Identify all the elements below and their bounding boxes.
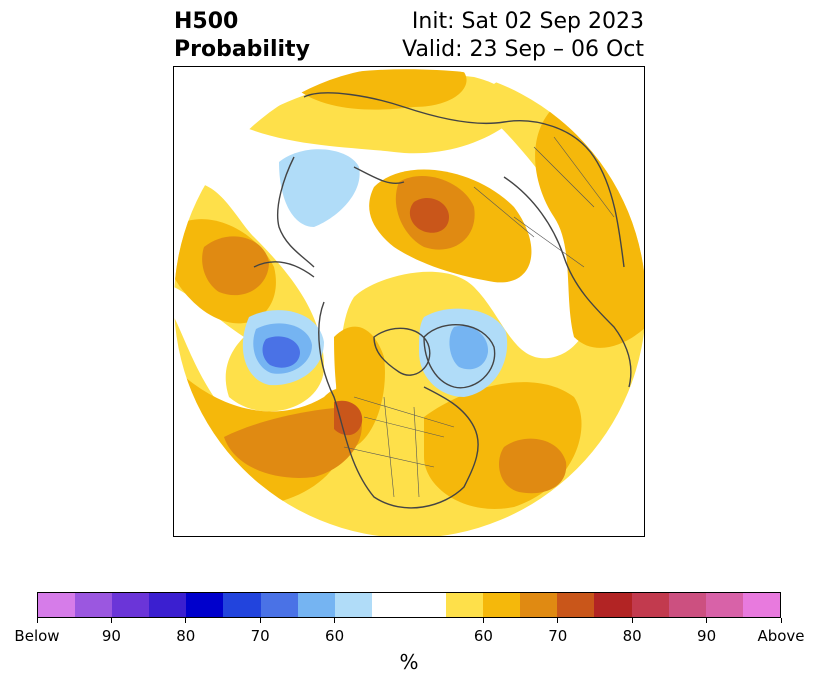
colorbar-tick-mark (334, 618, 336, 623)
above-65-region (294, 69, 467, 110)
colorbar-segment (594, 593, 632, 617)
valid-range: Valid: 23 Sep – 06 Oct (402, 37, 644, 62)
colorbar-segment (557, 593, 595, 617)
political-borders (343, 136, 615, 498)
colorbar-tick-mark (780, 618, 782, 623)
map-frame (173, 66, 645, 537)
colorbar-tick-mark (706, 618, 708, 623)
colorbar-segment (75, 593, 113, 617)
below-75-region (262, 336, 300, 368)
colorbar-tick-label: 60 (473, 627, 493, 645)
init-date: Init: Sat 02 Sep 2023 (411, 9, 644, 34)
colorbar-segment (334, 593, 372, 617)
colorbar-tick-mark (36, 618, 38, 623)
title-right: Init: Sat 02 Sep 2023 Valid: 23 Sep – 06… (402, 8, 644, 64)
colorbar-segment (223, 593, 261, 617)
colorbar-segment (112, 593, 150, 617)
colorbar-unit: % (399, 650, 419, 674)
colorbar-tick-mark (185, 618, 187, 623)
colorbar-tick-label: Below (14, 627, 60, 645)
colorbar-tick-label: 90 (697, 627, 717, 645)
colorbar-tick-label: 90 (101, 627, 121, 645)
colorbar-segment (446, 593, 484, 617)
title-left: H500 Probability (174, 8, 310, 64)
above-70-region (202, 236, 269, 296)
colorbar-tick-label: 70 (548, 627, 568, 645)
colorbar-tick-mark (259, 618, 261, 623)
colorbar-segment (483, 593, 521, 617)
colorbar-tick-label: Above (757, 627, 805, 645)
title-variable: H500 (174, 9, 239, 34)
above-75-region (409, 197, 449, 233)
colorbar-segment (186, 593, 224, 617)
colorbar-segment (631, 593, 669, 617)
colorbar-tick-mark (557, 618, 559, 623)
colorbar-segment (668, 593, 706, 617)
colorbar-segment (408, 593, 447, 617)
colorbar-segment (38, 593, 76, 617)
coastlines (253, 92, 632, 509)
below-70-region (449, 325, 489, 370)
below-60-region (279, 149, 360, 227)
above-70-region (499, 438, 567, 494)
colorbar-tick-label: 70 (250, 627, 270, 645)
colorbar-segment (260, 593, 298, 617)
colorbar (37, 592, 781, 618)
colorbar-segment (520, 593, 558, 617)
colorbar-segment (705, 593, 743, 617)
colorbar-tick-mark (631, 618, 633, 623)
above-75-region (334, 400, 363, 436)
colorbar-tick-label: 80 (622, 627, 642, 645)
colorbar-tick-mark (110, 618, 112, 623)
colorbar-segment (742, 593, 780, 617)
colorbar-tick-mark (482, 618, 484, 623)
colorbar-tick-label: 60 (325, 627, 345, 645)
above-70-region (224, 407, 362, 478)
colorbar-segment (149, 593, 187, 617)
colorbar-segment (297, 593, 335, 617)
colorbar-segment (371, 593, 409, 617)
title-type: Probability (174, 37, 310, 62)
colorbar-tick-label: 80 (176, 627, 196, 645)
probability-map (174, 67, 644, 536)
